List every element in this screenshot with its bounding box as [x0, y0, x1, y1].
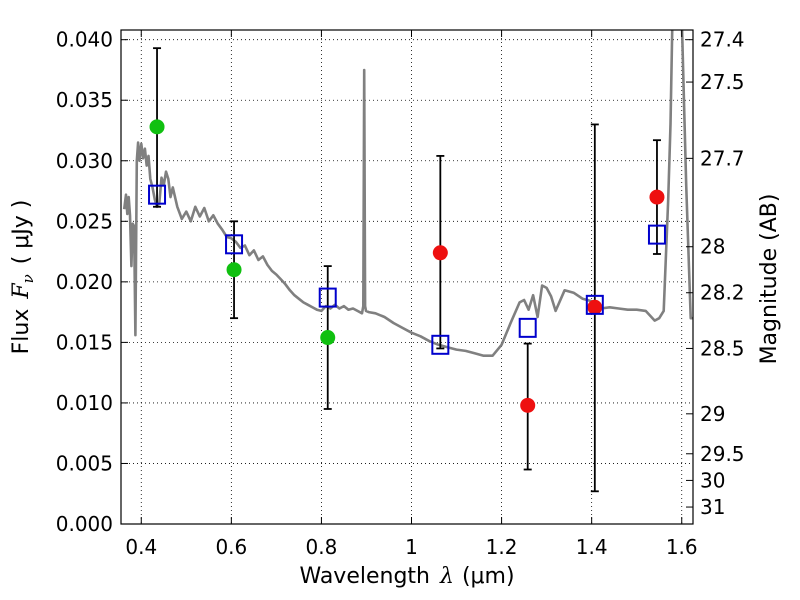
x-tick-label: 1.2 [486, 535, 518, 559]
right-tick-label: 27.7 [700, 146, 745, 170]
y-tick-labels: 0.000 0.005 0.010 0.015 0.020 0.025 0.030 0.035… [56, 28, 113, 536]
y-tick-label: 0.010 [56, 391, 113, 415]
model-square-point [518, 317, 537, 338]
x-tick-labels: 0.4 0.6 0.8 1 1.2 1.4 1.6 [125, 535, 697, 559]
x-tick-label: 1.4 [576, 535, 608, 559]
red-data-point [649, 189, 665, 205]
x-tick-label: 1.6 [666, 535, 698, 559]
y-tick-label: 0.025 [56, 209, 113, 233]
green-point-layer [149, 119, 336, 346]
y-tick-label: 0.005 [56, 451, 113, 475]
red-data-point [587, 299, 603, 315]
x-tick-label: 1 [405, 535, 418, 559]
right-tick-labels: 27.4 27.5 27.7 28 28.2 28.5 29 29.530 31 [700, 28, 745, 519]
x-tick-label: 0.8 [306, 535, 338, 559]
red-data-point [520, 397, 536, 413]
right-tick-label: 27.4 [700, 28, 745, 52]
model-point-layer [148, 184, 666, 355]
x-tick-label: 0.4 [125, 535, 157, 559]
model-square-point [585, 294, 604, 315]
axis-ticks [121, 30, 693, 525]
right-tick-label: 29.5 [700, 442, 745, 466]
right-tick-label: 31 [700, 495, 725, 519]
y-tick-label: 0.000 [56, 512, 113, 536]
green-data-point [226, 262, 242, 278]
model-square-point [431, 334, 450, 355]
plot-frame [120, 29, 694, 525]
model-square-point [148, 184, 167, 205]
model-square-point [318, 287, 337, 308]
y-tick-label: 0.030 [56, 149, 113, 173]
y-tick-label: 0.035 [56, 88, 113, 112]
right-tick-label: 30 [700, 468, 725, 492]
right-tick-label: 28.2 [700, 281, 745, 305]
right-axis-label: Magnitude (AB) [757, 194, 782, 365]
x-tick-label: 0.6 [215, 535, 247, 559]
right-tick-label: 28.5 [700, 336, 745, 360]
y-tick-label: 0.020 [56, 270, 113, 294]
y-tick-label: 0.015 [56, 330, 113, 354]
right-tick-label: 27.5 [700, 70, 745, 94]
green-data-point [149, 119, 165, 135]
plot-area [121, 30, 693, 524]
x-axis-label: Wavelength λ (μm) [299, 564, 514, 589]
right-tick-label: 29 [700, 402, 725, 426]
red-data-point [432, 245, 448, 261]
y-axis-label: FluxFν( μJy ) [9, 200, 37, 355]
green-data-point [320, 330, 336, 346]
red-point-layer [432, 189, 665, 413]
model-square-point [647, 224, 666, 245]
y-tick-label: 0.040 [56, 28, 113, 52]
right-tick-label: 28 [700, 235, 725, 259]
model-square-point [225, 234, 244, 255]
